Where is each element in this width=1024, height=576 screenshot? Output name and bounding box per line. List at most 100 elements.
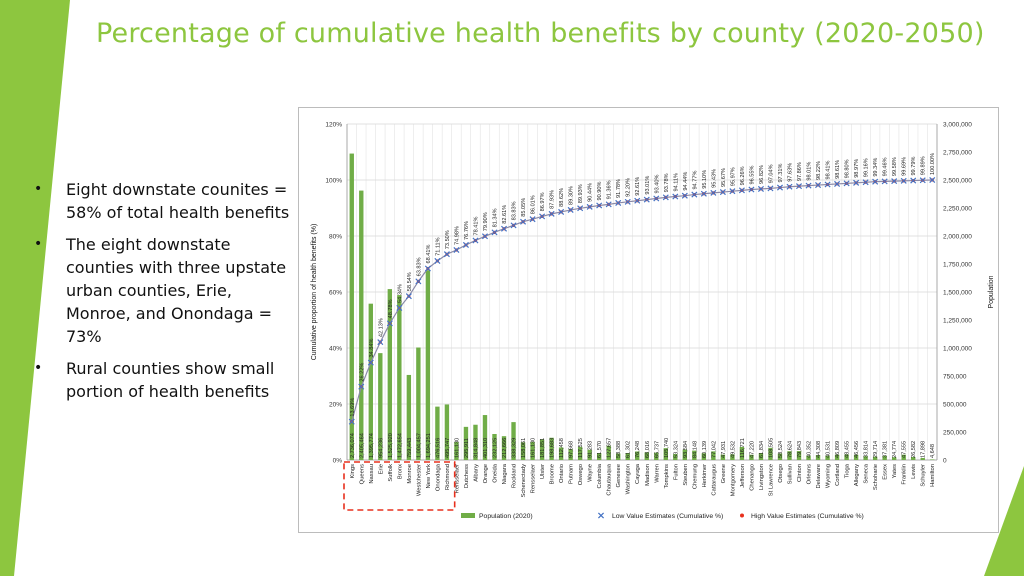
population-data-label: 47,931 (721, 441, 727, 458)
population-bar (692, 450, 697, 460)
population-bar (359, 190, 364, 460)
x-tick-label: Franklin (902, 464, 908, 485)
population-bar (587, 449, 592, 460)
population-data-label: 47,220 (749, 441, 755, 458)
cumulative-data-label: 78.41% (473, 216, 479, 235)
low-estimate-point (757, 185, 764, 192)
x-tick-label: Columbia (597, 463, 603, 488)
cumulative-data-label: 93.40% (654, 174, 660, 193)
population-bar (501, 436, 507, 460)
cumulative-data-label: 97.86% (797, 162, 803, 181)
population-bar (549, 437, 554, 460)
x-tick-label: Seneca (864, 463, 870, 483)
population-data-label: 401,310 (483, 438, 489, 458)
population-bar (577, 446, 583, 460)
cumulative-data-label: 94.44% (683, 172, 689, 191)
x-tick-label: Chemung (692, 464, 698, 489)
low-estimate-point (776, 184, 784, 191)
low-estimate-point (510, 222, 517, 229)
y2-tick-label: 1,250,000 (943, 318, 972, 325)
population-data-label: 49,532 (730, 441, 736, 458)
population-bar (758, 453, 764, 460)
population-bar (701, 453, 707, 460)
bullet-marker: • (34, 236, 43, 252)
low-estimate-point (834, 180, 841, 187)
population-bar (378, 353, 383, 460)
cumulative-data-label: 99.69% (902, 157, 908, 176)
x-tick-label: Erie (378, 464, 384, 474)
population-bar (920, 457, 925, 460)
bullet-item: • Rural counties show small portion of he… (34, 357, 296, 403)
population-bar (720, 454, 726, 460)
y2-axis-title: Population (988, 275, 995, 308)
population-bar (834, 454, 840, 460)
cumulative-data-label: 58.54% (407, 272, 413, 291)
cumulative-data-label: 85.05% (521, 198, 527, 217)
population-bar (520, 442, 526, 460)
y-tick-label: 40% (329, 346, 342, 353)
x-tick-label: Kings (350, 464, 356, 479)
low-estimate-point (539, 213, 546, 220)
low-estimate-point (624, 198, 631, 205)
low-estimate-point (738, 187, 745, 194)
y2-tick-label: 2,750,000 (943, 150, 972, 157)
x-tick-label: Nassau (369, 464, 375, 484)
cumulative-data-label: 98.41% (826, 160, 832, 179)
cumulative-data-label: 98.97% (854, 159, 860, 178)
low-estimate-point (843, 180, 850, 187)
cumulative-data-label: 97.31% (778, 164, 784, 183)
cumulative-data-label: 98.22% (816, 161, 822, 180)
population-data-label: 61,570 (597, 441, 603, 458)
low-estimate-point (719, 189, 726, 196)
low-estimate-point (805, 182, 812, 189)
low-estimate-point (367, 359, 374, 366)
cumulative-data-label: 99.58% (892, 157, 898, 176)
legend-marker-high (740, 513, 744, 518)
population-data-label: 97,668 (569, 441, 575, 458)
cumulative-data-label: 48.78% (388, 299, 394, 318)
cumulative-data-label: 34.84% (369, 339, 375, 358)
population-data-label: 68,016 (645, 441, 651, 458)
low-estimate-point (824, 181, 831, 188)
population-bar (387, 289, 393, 460)
cumulative-data-label: 76.76% (464, 221, 470, 240)
population-data-label: 60,139 (702, 441, 708, 458)
population-data-label: 212,666 (502, 438, 508, 458)
population-bar (444, 404, 450, 460)
low-estimate-point (653, 195, 660, 202)
low-estimate-point (767, 185, 774, 192)
low-estimate-point (700, 190, 707, 197)
population-data-label: 954,236 (378, 438, 384, 458)
population-data-label: 4,648 (930, 444, 936, 458)
low-estimate-point (596, 202, 603, 209)
population-bar (644, 452, 649, 460)
bullet-marker: • (34, 181, 43, 197)
low-estimate-point (815, 182, 822, 189)
low-estimate-point (729, 188, 736, 195)
population-bar (635, 451, 640, 460)
population-bar (368, 303, 373, 460)
low-estimate-point (710, 189, 717, 196)
x-tick-label: Ulster (540, 464, 546, 479)
cumulative-data-label: 97.04% (768, 164, 774, 183)
x-tick-label: Tompkins (664, 464, 670, 489)
low-estimate-point (434, 257, 441, 264)
cumulative-data-label: 88.62% (559, 188, 565, 207)
population-data-label: 61,302 (626, 441, 632, 458)
low-estimate-point (786, 183, 793, 190)
x-tick-label: Otsego (778, 464, 784, 483)
population-data-label: 495,747 (445, 438, 451, 458)
cumulative-data-label: 89.93% (578, 184, 584, 203)
population-bar (911, 457, 916, 460)
y-tick-label: 100% (325, 178, 342, 185)
population-data-label: 295,911 (464, 438, 470, 458)
low-estimate-point (491, 229, 498, 236)
population-bar (730, 454, 735, 460)
population-data-label: 58,524 (778, 441, 784, 458)
y2-tick-label: 1,750,000 (943, 262, 972, 269)
low-estimate-point (396, 304, 403, 311)
population-data-label: 158,061 (521, 438, 527, 458)
cumulative-data-label: 98.01% (807, 162, 813, 181)
population-bar (711, 451, 716, 460)
x-tick-label: Lewis (911, 464, 917, 479)
